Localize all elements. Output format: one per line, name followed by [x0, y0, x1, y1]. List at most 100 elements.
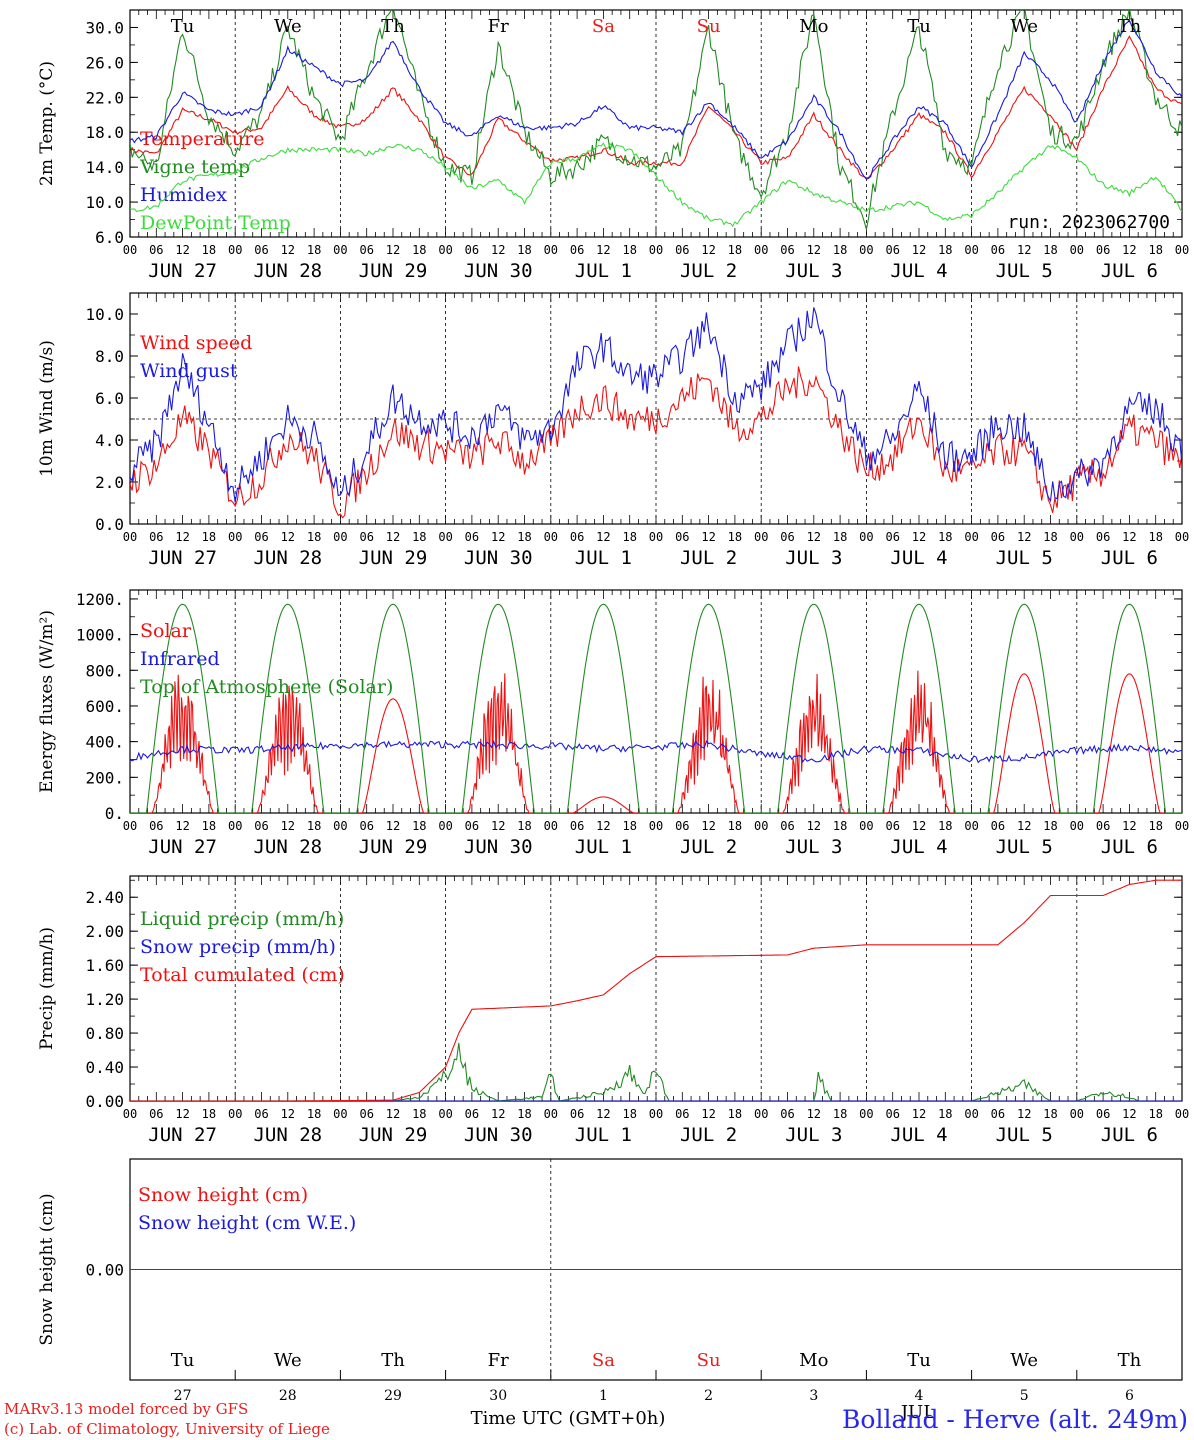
hour-tick-label: 18 [412, 530, 426, 544]
hour-tick-label: 12 [175, 243, 189, 257]
weekday-label: We [1010, 1350, 1038, 1371]
hour-tick-label: 12 [386, 819, 400, 833]
credit-line-1: MARv3.13 model forced by GFS [4, 1400, 248, 1418]
date-label: JUN 29 [359, 260, 428, 282]
legend-entry: Wind speed [140, 332, 252, 354]
hour-tick-label: 18 [833, 1107, 847, 1121]
panel-4: 0.00 0.40 0.80 1.20 1.60 2.00 2.40 Precip (mm/h… [37, 875, 1189, 1146]
weekday-label: Tu [907, 16, 931, 37]
legend-entry: Snow height (cm) [138, 1184, 308, 1206]
date-label: JUN 28 [253, 1124, 322, 1146]
hour-tick-label: 00 [1070, 819, 1084, 833]
series-top-of-atmosphere-solar- [130, 603, 1182, 813]
day-number-label: 4 [915, 1388, 924, 1404]
legend-entry: Solar [140, 620, 192, 642]
date-label: JUN 30 [464, 260, 533, 282]
y-tick-label: 600. [85, 697, 124, 716]
hour-tick-label: 00 [228, 243, 242, 257]
hour-tick-label: 00 [333, 530, 347, 544]
hour-tick-label: 00 [964, 530, 978, 544]
hour-tick-label: 18 [202, 243, 216, 257]
legend-entry: Snow height (cm W.E.) [138, 1212, 356, 1234]
y-tick-label: 1.60 [85, 956, 124, 975]
date-label: JUN 29 [359, 1124, 428, 1146]
legend-entry: Humidex [140, 184, 227, 206]
hour-tick-label: 00 [964, 819, 978, 833]
date-label: JUL 1 [575, 547, 632, 569]
date-label: JUN 30 [464, 836, 533, 858]
hour-tick-label: 00 [649, 243, 663, 257]
panel-2: 0.0 2.0 4.0 6.0 8.0 10.0 10m Wind (m/s) 00 06 12 1… [37, 292, 1189, 569]
weekday-label: Th [381, 16, 405, 37]
hour-tick-label: 06 [149, 1107, 163, 1121]
hour-tick-label: 06 [780, 243, 794, 257]
series-temperature [130, 35, 1182, 179]
hour-tick-label: 12 [491, 819, 505, 833]
hour-tick-label: 12 [386, 530, 400, 544]
hour-tick-label: 06 [885, 243, 899, 257]
day-number-label: 28 [279, 1388, 297, 1404]
y-tick-label: 0.0 [95, 515, 124, 534]
y-tick-label: 22.0 [85, 88, 124, 107]
date-label: JUN 27 [148, 260, 217, 282]
hour-tick-label: 06 [570, 243, 584, 257]
weekday-label: Tu [907, 1350, 931, 1371]
series-solar [130, 670, 1182, 813]
hour-tick-label: 00 [123, 530, 137, 544]
hour-tick-label: 06 [675, 1107, 689, 1121]
hour-tick-label: 12 [491, 530, 505, 544]
panel-1: 6.0 10.0 14.0 18.0 22.0 26.0 30.0 2m Temp. (°C)… [37, 9, 1189, 282]
hour-tick-label: 00 [228, 819, 242, 833]
y-tick-label: 1000. [76, 626, 124, 645]
hour-tick-label: 06 [780, 530, 794, 544]
hour-tick-label: 06 [675, 819, 689, 833]
date-label: JUL 4 [890, 1124, 947, 1146]
hour-tick-label: 12 [281, 819, 295, 833]
hour-tick-label: 18 [622, 1107, 636, 1121]
hour-tick-label: 18 [412, 243, 426, 257]
y-tick-label: 0.80 [85, 1024, 124, 1043]
hour-tick-label: 06 [465, 1107, 479, 1121]
hour-tick-label: 12 [807, 530, 821, 544]
hour-tick-label: 06 [1096, 819, 1110, 833]
hour-tick-label: 18 [728, 530, 742, 544]
hour-tick-label: 00 [123, 819, 137, 833]
day-number-label: 30 [489, 1388, 507, 1404]
date-label: JUN 29 [359, 836, 428, 858]
day-number-label: 3 [809, 1388, 818, 1404]
y-axis-label: Snow height (cm) [37, 1193, 57, 1345]
hour-tick-label: 00 [859, 243, 873, 257]
panel-5: 0.00 Snow height (cm) Snow height (cm) Snow… [37, 1158, 1183, 1404]
hour-tick-label: 12 [596, 243, 610, 257]
date-label: JUL 6 [1101, 1124, 1158, 1146]
y-tick-label: 10.0 [85, 305, 124, 324]
hour-tick-label: 06 [570, 819, 584, 833]
y-tick-label: 14.0 [85, 158, 124, 177]
hour-tick-label: 12 [1122, 819, 1136, 833]
day-number-label: 29 [384, 1388, 402, 1404]
weekday-label: Th [381, 1350, 405, 1371]
y-tick-label: 1.20 [85, 990, 124, 1009]
hour-tick-label: 18 [1148, 1107, 1162, 1121]
hour-tick-label: 06 [149, 530, 163, 544]
hour-tick-label: 00 [859, 1107, 873, 1121]
y-axis-label: 2m Temp. (°C) [37, 61, 57, 186]
hour-tick-label: 18 [1148, 530, 1162, 544]
x-axis-title: Time UTC (GMT+0h) [471, 1408, 666, 1429]
hour-tick-label: 06 [570, 530, 584, 544]
weekday-label: Sa [592, 1350, 615, 1371]
hour-tick-label: 12 [807, 819, 821, 833]
hour-tick-label: 00 [438, 243, 452, 257]
hour-tick-label: 00 [859, 530, 873, 544]
weekday-label: Tu [171, 16, 195, 37]
hour-tick-label: 00 [649, 1107, 663, 1121]
hour-tick-label: 00 [1070, 530, 1084, 544]
hour-tick-label: 12 [596, 819, 610, 833]
hour-tick-label: 18 [517, 243, 531, 257]
hour-tick-label: 00 [438, 819, 452, 833]
hour-tick-label: 12 [596, 530, 610, 544]
hour-tick-label: 18 [307, 530, 321, 544]
legend-entry: Snow precip (mm/h) [140, 936, 336, 958]
hour-tick-label: 00 [649, 819, 663, 833]
hour-tick-label: 00 [333, 1107, 347, 1121]
